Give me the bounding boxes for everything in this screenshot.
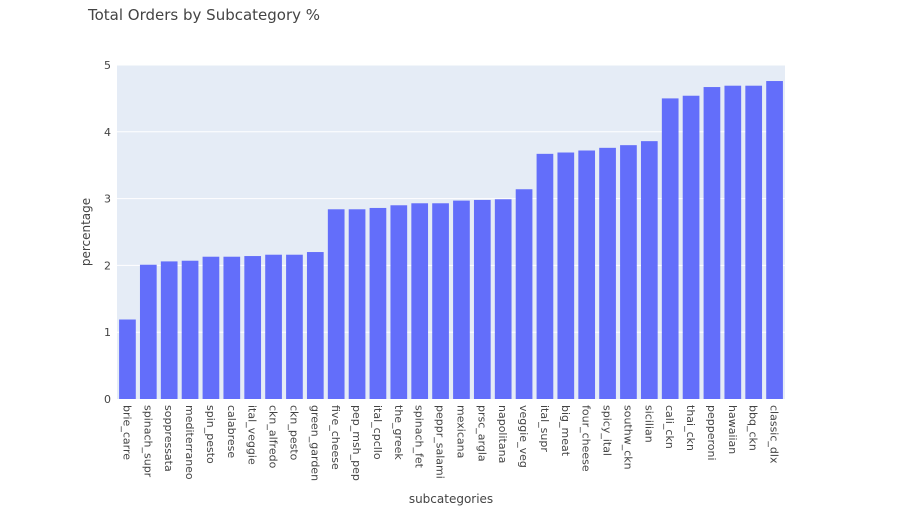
y-tick-label: 1 [104, 326, 111, 339]
x-tick-label: spicy_ital [601, 405, 614, 456]
x-tick-label: spin_pesto [204, 405, 217, 464]
x-tick-label: hawaiian [726, 405, 739, 454]
x-tick-label: napolitana [496, 405, 509, 463]
bar-southw_ckn[interactable] [620, 145, 637, 399]
y-axis-title: percentage [79, 198, 93, 266]
bar-ital_cpcllo[interactable] [369, 207, 387, 399]
x-tick-label: five_cheese [329, 405, 342, 470]
x-tick-label: green_garden [308, 405, 321, 481]
bar-spicy_ital[interactable] [599, 147, 616, 399]
bar-mediterraneo[interactable] [181, 260, 199, 399]
x-tick-label: ital_cpcllo [371, 405, 384, 460]
x-tick-label: spinach_supr [141, 405, 154, 478]
bar-spinach_supr[interactable] [139, 264, 157, 399]
bar-ckn_alfredo[interactable] [265, 254, 282, 399]
y-tick-label: 3 [104, 193, 111, 206]
bar-pepperoni[interactable] [703, 87, 721, 399]
bar-classic_dlx[interactable] [766, 81, 783, 400]
y-tick-label: 4 [104, 126, 111, 139]
bar-napolitana[interactable] [494, 199, 512, 399]
bar-mexicana[interactable] [453, 200, 470, 399]
bar-big_meat[interactable] [557, 152, 575, 399]
y-tick-label: 2 [104, 259, 111, 272]
x-axis-title: subcategories [409, 492, 493, 506]
bar-green_garden[interactable] [306, 252, 324, 399]
bar-four_cheese[interactable] [578, 150, 596, 399]
bar-soppressata[interactable] [160, 261, 178, 399]
x-tick-label: sicilian [642, 405, 655, 443]
y-tick-label: 5 [104, 59, 111, 72]
y-tick-label: 0 [104, 393, 111, 406]
bar-ital_supr[interactable] [536, 153, 554, 399]
bar-prsc_argla[interactable] [473, 199, 491, 399]
x-tick-label: southw_ckn [621, 405, 634, 470]
bar-sicilian[interactable] [640, 141, 658, 400]
x-tick-label: classic_dlx [768, 405, 781, 464]
bar-pep_msh_pep[interactable] [348, 209, 366, 399]
x-tick-label: cali_ckn [663, 405, 676, 449]
x-tick-label: pepperoni [705, 405, 718, 461]
bar-spin_pesto[interactable] [202, 256, 220, 399]
bars [119, 81, 783, 400]
x-tick-label: big_meat [559, 405, 572, 457]
x-tick-label: soppressata [162, 405, 175, 472]
bar-five_cheese[interactable] [327, 209, 345, 399]
x-tick-label: brie_carre [120, 405, 133, 460]
bar-bbq_ckn[interactable] [745, 85, 763, 399]
x-tick-label: mexicana [454, 405, 467, 458]
chart-title: Total Orders by Subcategory % [87, 6, 320, 24]
x-tick-label: ital_veggie [246, 405, 259, 465]
x-tick-label: ckn_pesto [287, 405, 300, 461]
bar-hawaiian[interactable] [724, 85, 742, 399]
x-tick-label: the_greek [392, 405, 405, 460]
x-tick-label: prsc_argla [475, 405, 488, 462]
x-tick-label: mediterraneo [183, 405, 196, 480]
bar-calabrese[interactable] [223, 256, 241, 399]
x-tick-label: thai_ckn [684, 405, 697, 451]
x-tick-label: bbq_ckn [747, 405, 760, 451]
x-tick-label: spinach_fet [413, 405, 426, 469]
x-tick-label: peppr_salami [434, 405, 447, 479]
bar-veggie_veg[interactable] [515, 189, 533, 399]
bar-the_greek[interactable] [390, 205, 408, 399]
x-tick-labels: brie_carre spinach_supr soppressata mediter… [120, 405, 780, 481]
bar-cali_ckn[interactable] [661, 98, 679, 400]
bar-brie_carre[interactable] [119, 319, 136, 399]
x-tick-label: pep_msh_pep [350, 405, 363, 481]
bar-ckn_pesto[interactable] [286, 254, 303, 399]
bar-spinach_fet[interactable] [411, 203, 429, 399]
x-tick-label: ckn_alfredo [267, 405, 280, 469]
x-tick-label: calabrese [225, 405, 238, 458]
bar-peppr_salami[interactable] [432, 203, 449, 399]
x-tick-label: ital_supr [538, 405, 551, 452]
y-tick-labels: 0 1 2 3 4 5 [104, 59, 111, 406]
x-tick-label: veggie_veg [517, 405, 530, 468]
x-tick-label: four_cheese [580, 405, 593, 472]
bar-ital_veggie[interactable] [244, 256, 262, 399]
bar-thai_ckn[interactable] [682, 95, 700, 399]
